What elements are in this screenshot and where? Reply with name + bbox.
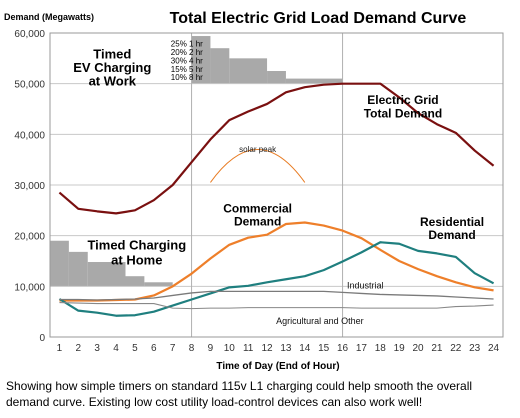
series-lines xyxy=(58,82,495,317)
x-tick-label: 4 xyxy=(113,343,119,354)
y-tick-label: 40,000 xyxy=(14,130,45,141)
x-tick-label: 14 xyxy=(299,343,311,354)
charging-bar xyxy=(191,36,211,84)
home-charging-title: Timed Charging xyxy=(87,237,186,252)
series-line xyxy=(58,241,495,317)
series-label-total-1: Electric Grid xyxy=(367,93,438,107)
work-charging-legend: 15% 5 hr xyxy=(171,65,203,74)
y-tick-label: 0 xyxy=(39,333,45,344)
x-tick-label: 23 xyxy=(469,343,481,354)
charging-bar xyxy=(285,78,343,84)
x-tick-label: 17 xyxy=(356,343,368,354)
x-tick-label: 22 xyxy=(450,343,462,354)
x-tick-label: 24 xyxy=(488,343,500,354)
x-tick-label: 7 xyxy=(170,343,176,354)
chart-caption: Showing how simple timers on standard 11… xyxy=(6,379,473,409)
series-label-agricultural: Agricultural and Other xyxy=(276,316,364,326)
charging-bar xyxy=(210,48,230,84)
chart-title: Total Electric Grid Load Demand Curve xyxy=(170,10,467,27)
charging-bar xyxy=(68,251,88,287)
x-tick-label: 16 xyxy=(337,343,349,354)
y-axis-label: Demand (Megawatts) xyxy=(4,12,94,22)
y-tick-label: 30,000 xyxy=(14,181,45,192)
charging-bars xyxy=(50,36,343,287)
x-tick-label: 1 xyxy=(57,343,63,354)
work-charging-legend: 20% 2 hr xyxy=(171,48,203,57)
grid-lines xyxy=(49,32,504,338)
x-tick-label: 12 xyxy=(262,343,274,354)
y-tick-label: 60,000 xyxy=(14,29,45,40)
x-tick-label: 3 xyxy=(94,343,100,354)
x-tick-label: 10 xyxy=(224,343,236,354)
x-tick-label: 8 xyxy=(189,343,195,354)
series-line xyxy=(59,290,494,301)
work-charging-legend: 25% 1 hr xyxy=(171,40,203,49)
x-tick-label: 6 xyxy=(151,343,157,354)
solar-peak-arc xyxy=(210,149,306,183)
y-tick-label: 20,000 xyxy=(14,232,45,243)
work-charging-legend: 10% 8 hr xyxy=(171,73,203,82)
x-tick-label: 5 xyxy=(132,343,138,354)
series-label-residential-1: Residential xyxy=(420,215,484,229)
plot-frame xyxy=(49,32,504,338)
x-tick-label: 13 xyxy=(280,343,292,354)
x-tick-label: 15 xyxy=(318,343,330,354)
charging-bar xyxy=(87,262,126,287)
charging-bar xyxy=(267,71,286,84)
y-tick-label: 50,000 xyxy=(14,80,45,91)
axes: Total Electric Grid Load Demand Curve De… xyxy=(4,10,500,372)
x-tick-label: 9 xyxy=(208,343,214,354)
x-tick-label: 18 xyxy=(375,343,387,354)
x-tick-label: 21 xyxy=(431,343,443,354)
x-tick-label: 20 xyxy=(413,343,425,354)
series-label-total-2: Total Demand xyxy=(364,107,442,121)
work-charging-legend: 30% 4 hr xyxy=(171,56,203,65)
series-line xyxy=(58,82,495,215)
series-label-industrial: Industrial xyxy=(347,280,384,290)
work-charging-title: at Work xyxy=(89,74,137,89)
work-charging-title: Timed xyxy=(93,46,131,61)
solar-peak-label: solar peak xyxy=(239,145,277,154)
charging-bar xyxy=(50,240,69,287)
x-axis-label: Time of Day (End of Hour) xyxy=(216,361,339,372)
series-label-commercial-1: Commercial xyxy=(223,201,292,215)
charging-bar xyxy=(229,58,268,84)
series-label-commercial-2: Demand xyxy=(234,215,281,229)
y-tick-label: 10,000 xyxy=(14,282,45,293)
home-charging-title: at Home xyxy=(111,253,162,268)
series-line xyxy=(59,301,494,310)
charging-bar xyxy=(125,276,145,287)
series-label-residential-2: Demand xyxy=(428,228,475,242)
x-tick-label: 11 xyxy=(243,343,254,354)
work-charging-title: EV Charging xyxy=(73,60,151,75)
charging-bar xyxy=(144,282,173,287)
x-tick-label: 2 xyxy=(76,343,82,354)
x-tick-label: 19 xyxy=(394,343,406,354)
